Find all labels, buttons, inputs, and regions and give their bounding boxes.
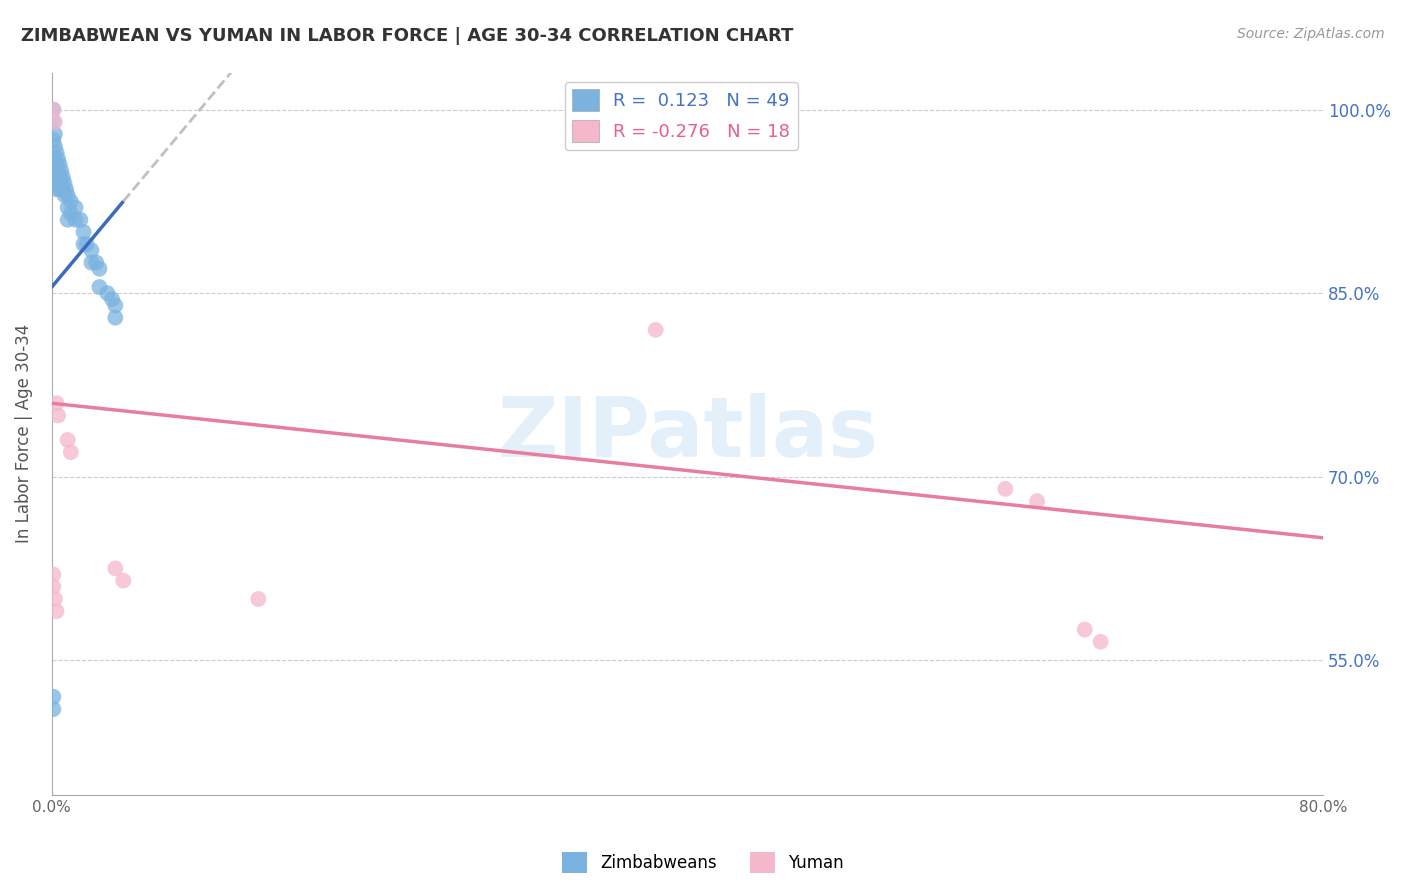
Point [644,323,666,337]
Point [52,169,75,184]
Point [80,255,103,269]
Point [84,255,107,269]
Point [42,580,65,594]
Point [76,237,98,252]
Point [42,152,65,166]
Point [46,176,69,190]
Point [994,482,1017,496]
Point [69,212,91,227]
Point [44,115,66,129]
Point [45,169,67,184]
Point [53,176,76,190]
Point [45,158,67,172]
Point [112,574,135,588]
Point [53,188,76,202]
Point [96,286,118,301]
Point [45,604,67,618]
Point [80,244,103,258]
Y-axis label: In Labor Force | Age 30-34: In Labor Force | Age 30-34 [15,324,32,543]
Point [44,164,66,178]
Point [72,237,94,252]
Point [247,592,270,607]
Point [104,298,127,312]
Point [44,127,66,141]
Point [104,310,127,325]
Point [44,592,66,607]
Point [51,176,73,190]
Legend: Zimbabweans, Yuman: Zimbabweans, Yuman [555,846,851,880]
Point [56,212,79,227]
Point [65,201,87,215]
Point [48,169,70,184]
Point [1074,623,1097,637]
Point [45,396,67,410]
Point [48,182,70,196]
Point [48,158,70,172]
Point [51,164,73,178]
Point [56,188,79,202]
Point [56,201,79,215]
Legend: R =  0.123   N = 49, R = -0.276   N = 18: R = 0.123 N = 49, R = -0.276 N = 18 [565,82,797,150]
Point [42,164,65,178]
Point [44,139,66,153]
Point [59,194,82,209]
Point [59,445,82,459]
Point [42,690,65,704]
Point [44,176,66,190]
Point [46,152,69,166]
Point [52,182,75,196]
Point [104,561,127,575]
Point [72,225,94,239]
Point [89,261,111,276]
Point [42,702,65,716]
Point [42,133,65,147]
Point [59,207,82,221]
Point [42,567,65,582]
Point [55,182,77,196]
Point [56,433,79,447]
Point [42,103,65,117]
Text: ZIMBABWEAN VS YUMAN IN LABOR FORCE | AGE 30-34 CORRELATION CHART: ZIMBABWEAN VS YUMAN IN LABOR FORCE | AGE… [21,27,793,45]
Point [65,212,87,227]
Point [44,152,66,166]
Point [1090,634,1112,648]
Text: ZIPatlas: ZIPatlas [496,393,877,475]
Point [45,145,67,160]
Point [42,115,65,129]
Point [46,164,69,178]
Point [45,182,67,196]
Point [1026,494,1049,508]
Text: Source: ZipAtlas.com: Source: ZipAtlas.com [1237,27,1385,41]
Point [89,280,111,294]
Point [101,293,124,307]
Point [46,409,69,423]
Point [42,103,65,117]
